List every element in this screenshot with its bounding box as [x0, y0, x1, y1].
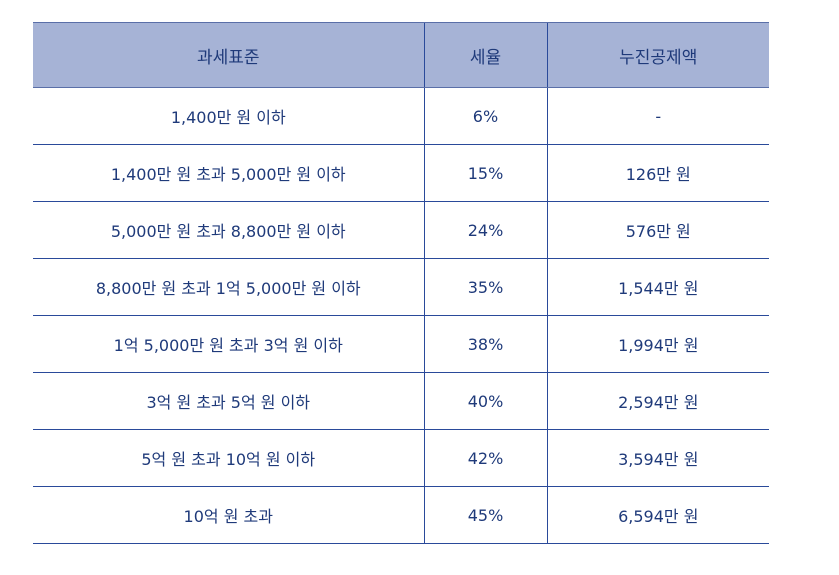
table-header: 과세표준 세율 누진공제액: [33, 22, 769, 88]
tax-rate-cell: 35%: [423, 258, 547, 316]
table-body: 1,400만 원 이하 6% - 1,400만 원 초과 5,000만 원 이하…: [33, 87, 769, 544]
tax-base-cell: 5,000만 원 초과 8,800만 원 이하: [33, 201, 424, 259]
deduction-cell: 6,594만 원: [546, 486, 769, 544]
tax-base-cell: 1억 5,000만 원 초과 3억 원 이하: [33, 315, 424, 373]
tax-rate-cell: 40%: [423, 372, 547, 430]
tax-base-cell: 5억 원 초과 10억 원 이하: [33, 429, 424, 487]
deduction-cell: 1,544만 원: [546, 258, 769, 316]
tax-base-cell: 8,800만 원 초과 1억 5,000만 원 이하: [33, 258, 424, 316]
tax-base-cell: 1,400만 원 초과 5,000만 원 이하: [33, 144, 424, 202]
header-tax-rate: 세율: [423, 22, 547, 88]
tax-rate-cell: 15%: [423, 144, 547, 202]
table-row: 1억 5,000만 원 초과 3억 원 이하 38% 1,994만 원: [33, 315, 769, 373]
deduction-cell: 3,594만 원: [546, 429, 769, 487]
deduction-cell: 126만 원: [546, 144, 769, 202]
table-row: 1,400만 원 이하 6% -: [33, 87, 769, 145]
tax-rate-cell: 42%: [423, 429, 547, 487]
deduction-cell: 2,594만 원: [546, 372, 769, 430]
table-row: 3억 원 초과 5억 원 이하 40% 2,594만 원: [33, 372, 769, 430]
tax-rate-table-container: 과세표준 세율 누진공제액 1,400만 원 이하 6% - 1,400만 원 …: [33, 22, 769, 544]
deduction-cell: -: [546, 87, 769, 145]
table-row: 10억 원 초과 45% 6,594만 원: [33, 486, 769, 544]
deduction-cell: 1,994만 원: [546, 315, 769, 373]
tax-rate-cell: 38%: [423, 315, 547, 373]
tax-rate-cell: 6%: [423, 87, 547, 145]
header-row: 과세표준 세율 누진공제액: [33, 22, 769, 88]
table-row: 1,400만 원 초과 5,000만 원 이하 15% 126만 원: [33, 144, 769, 202]
deduction-cell: 576만 원: [546, 201, 769, 259]
tax-rate-table: 과세표준 세율 누진공제액 1,400만 원 이하 6% - 1,400만 원 …: [33, 22, 769, 544]
tax-base-cell: 3억 원 초과 5억 원 이하: [33, 372, 424, 430]
table-row: 5억 원 초과 10억 원 이하 42% 3,594만 원: [33, 429, 769, 487]
tax-base-cell: 10억 원 초과: [33, 486, 424, 544]
header-progressive-deduction: 누진공제액: [546, 22, 769, 88]
table-row: 5,000만 원 초과 8,800만 원 이하 24% 576만 원: [33, 201, 769, 259]
header-tax-base: 과세표준: [33, 22, 424, 88]
tax-rate-cell: 45%: [423, 486, 547, 544]
tax-base-cell: 1,400만 원 이하: [33, 87, 424, 145]
table-row: 8,800만 원 초과 1억 5,000만 원 이하 35% 1,544만 원: [33, 258, 769, 316]
tax-rate-cell: 24%: [423, 201, 547, 259]
